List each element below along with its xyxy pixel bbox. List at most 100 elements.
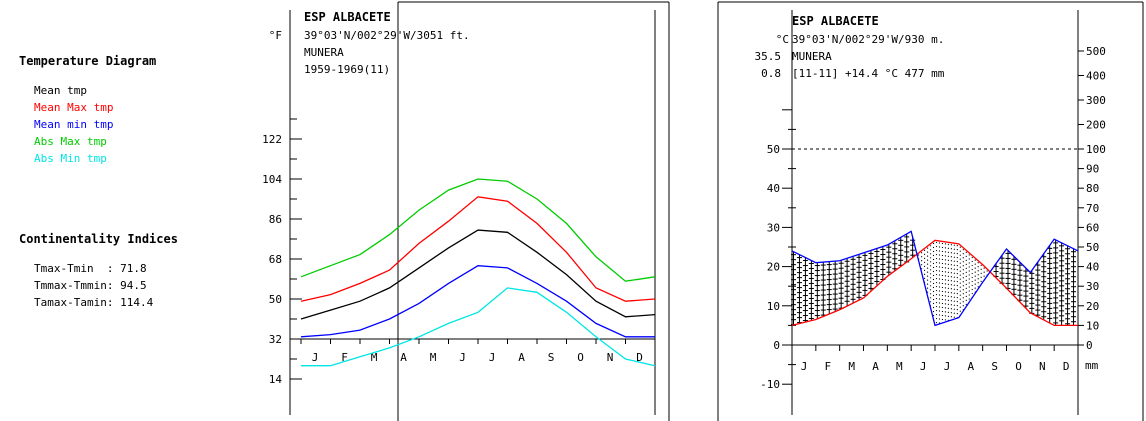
c2-right-tick-label: 50 xyxy=(1086,241,1099,254)
c2-arid-dot xyxy=(926,283,929,285)
c1-x-tick-label: J xyxy=(459,351,466,364)
c2-x-tick-label: F xyxy=(825,360,832,373)
c2-arid-dot xyxy=(935,321,938,324)
c2-arid-dot xyxy=(932,302,935,305)
c2-arid-dot xyxy=(965,295,967,297)
c2-arid-dot xyxy=(923,253,926,255)
c2-arid-dot xyxy=(977,286,979,288)
c2-arid-dot xyxy=(983,267,985,269)
c2-arid-dot xyxy=(932,270,935,273)
c2-arid-dot xyxy=(956,253,958,255)
c2-arid-dot xyxy=(977,270,979,272)
c2-arid-dot xyxy=(968,298,970,300)
c2-arid-dot xyxy=(959,246,961,248)
c2-arid-dot xyxy=(965,303,967,305)
c2-arid-dot xyxy=(953,284,955,286)
c2-header-station: ESP ALBACETE xyxy=(792,14,879,28)
c2-arid-dot xyxy=(971,276,973,279)
c2-arid-dot xyxy=(959,282,961,284)
c2-arid-dot xyxy=(950,264,952,266)
c2-arid-dot xyxy=(920,256,923,258)
c2-arid-dot xyxy=(947,311,950,313)
c2-arid-dot xyxy=(953,292,955,294)
c2-arid-dot xyxy=(944,275,947,277)
c1-y-tick-label: 32 xyxy=(269,333,282,346)
c2-left-tick-label: 20 xyxy=(767,261,780,274)
c2-x-tick-label: J xyxy=(944,360,951,373)
c2-arid-dot xyxy=(956,249,958,251)
c2-arid-dot xyxy=(929,297,932,299)
c2-arid-dot xyxy=(938,290,941,292)
c2-arid-dot xyxy=(932,306,935,309)
indices-heading: Continentality Indices xyxy=(19,232,178,246)
legend-item-mean-max-tmp: Mean Max tmp xyxy=(34,101,113,114)
c2-arid-dot xyxy=(938,246,941,248)
c2-arid-dot xyxy=(932,250,935,253)
c1-y-tick-label: 122 xyxy=(262,133,282,146)
c2-arid-dot xyxy=(944,255,947,257)
c2-arid-dot xyxy=(968,266,970,268)
c2-arid-dot xyxy=(950,316,952,318)
c2-arid-dot xyxy=(938,278,941,280)
c2-arid-dot xyxy=(941,302,944,305)
c2-arid-dot xyxy=(938,250,941,252)
c2-arid-dot xyxy=(977,274,979,276)
c2-arid-dot xyxy=(938,306,941,308)
c2-arid-dot xyxy=(947,243,950,245)
c2-arid-dot xyxy=(935,309,938,312)
c2-header-summary: [11-11] +14.4 °C 477 mm xyxy=(792,67,945,80)
c2-arid-dot xyxy=(932,254,935,257)
c2-arid-dot xyxy=(929,273,932,275)
c2-arid-dot xyxy=(962,297,964,299)
c2-arid-dot xyxy=(977,266,979,268)
c2-arid-dot xyxy=(962,265,964,267)
c2-arid-dot xyxy=(956,245,958,247)
c2-arid-dot xyxy=(932,278,935,281)
c2-arid-dot xyxy=(959,278,961,280)
c2-arid-dot xyxy=(953,272,955,274)
c2-arid-dot xyxy=(944,271,947,273)
c2-unit-label: °C xyxy=(776,33,789,46)
c2-arid-dot xyxy=(953,268,955,270)
c2-arid-dot xyxy=(935,281,938,284)
c2-arid-dot xyxy=(974,287,976,289)
c2-arid-dot xyxy=(953,312,955,314)
c2-arid-dot xyxy=(938,294,941,296)
c2-arid-dot xyxy=(956,293,958,295)
c2-arid-dot xyxy=(974,279,976,281)
c2-arid-dot xyxy=(953,308,955,310)
c2-arid-dot xyxy=(947,295,950,297)
c2-arid-dot xyxy=(956,269,958,271)
c2-arid-dot xyxy=(929,265,932,267)
c2-arid-dot xyxy=(968,278,970,280)
c2-arid-dot xyxy=(950,244,952,246)
c2-arid-dot xyxy=(962,269,964,271)
c2-arid-dot xyxy=(947,299,950,301)
c2-right-tick-label: 80 xyxy=(1086,182,1099,195)
index-row-tmax-tmin: Tmax-Tmin : 71.8 xyxy=(34,262,147,275)
c2-arid-dot xyxy=(941,282,944,285)
c2-arid-dot xyxy=(950,252,952,254)
c2-right-tick-label: 400 xyxy=(1086,70,1106,83)
c2-arid-dot xyxy=(941,278,944,281)
c1-y-tick-label: 86 xyxy=(269,213,282,226)
c2-arid-dot xyxy=(947,291,950,293)
c2-arid-dot xyxy=(944,243,947,245)
c2-arid-dot xyxy=(926,259,929,261)
c2-arid-dot xyxy=(932,258,935,261)
c2-arid-dot xyxy=(950,292,952,294)
c2-arid-dot xyxy=(941,298,944,301)
c2-arid-dot xyxy=(947,267,950,269)
c2-arid-dot xyxy=(944,319,947,321)
c2-arid-dot xyxy=(938,298,941,300)
c2-arid-dot xyxy=(923,261,926,263)
c2-arid-dot xyxy=(941,294,944,297)
c2-arid-dot xyxy=(935,269,938,272)
c2-arid-dot xyxy=(950,296,952,298)
c2-arid-dot xyxy=(920,252,923,254)
c2-arid-dot xyxy=(947,247,950,249)
c2-arid-dot xyxy=(926,275,929,277)
c2-arid-dot xyxy=(941,270,944,273)
c2-arid-dot xyxy=(950,308,952,310)
